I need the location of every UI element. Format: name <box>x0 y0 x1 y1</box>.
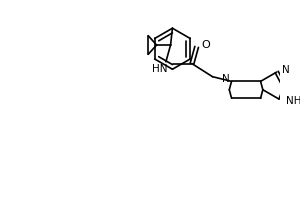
Text: N: N <box>282 65 290 75</box>
Text: HN: HN <box>152 64 168 74</box>
Text: NH: NH <box>286 96 300 106</box>
Text: O: O <box>201 40 210 50</box>
Text: N: N <box>222 74 230 84</box>
